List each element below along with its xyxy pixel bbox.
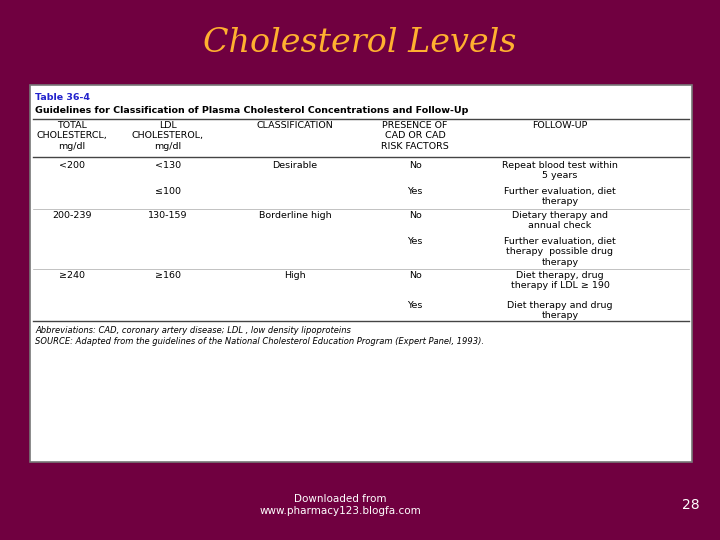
Text: CLASSIFICATION: CLASSIFICATION [256, 121, 333, 130]
Text: High: High [284, 271, 306, 280]
Text: No: No [409, 271, 421, 280]
Text: No: No [409, 161, 421, 170]
Text: Yes: Yes [408, 301, 423, 310]
Text: Further evaluation, diet
therapy  possible drug
therapy: Further evaluation, diet therapy possibl… [504, 237, 616, 267]
Text: Yes: Yes [408, 187, 423, 196]
Text: Desirable: Desirable [272, 161, 318, 170]
Text: <130: <130 [155, 161, 181, 170]
Text: FOLLOW-UP: FOLLOW-UP [532, 121, 588, 130]
Text: Repeat blood test within
5 years: Repeat blood test within 5 years [502, 161, 618, 180]
FancyBboxPatch shape [30, 85, 692, 462]
Text: Further evaluation, diet
therapy: Further evaluation, diet therapy [504, 187, 616, 206]
Text: PRESENCE OF
CAD OR CAD
RISK FACTORS: PRESENCE OF CAD OR CAD RISK FACTORS [381, 121, 449, 151]
Text: Borderline high: Borderline high [258, 211, 331, 220]
Text: Dietary therapy and
annual check: Dietary therapy and annual check [512, 211, 608, 231]
Text: LDL
CHOLESTEROL,
mg/dl: LDL CHOLESTEROL, mg/dl [132, 121, 204, 151]
Text: 130-159: 130-159 [148, 211, 188, 220]
Text: Diet therapy, drug
therapy if LDL ≥ 190: Diet therapy, drug therapy if LDL ≥ 190 [510, 271, 609, 291]
Text: Downloaded from
www.pharmacy123.blogfa.com: Downloaded from www.pharmacy123.blogfa.c… [259, 494, 421, 516]
Text: <200: <200 [59, 161, 85, 170]
Text: 28: 28 [683, 498, 700, 512]
Text: ≥240: ≥240 [59, 271, 85, 280]
Text: Guidelines for Classification of Plasma Cholesterol Concentrations and Follow-Up: Guidelines for Classification of Plasma … [35, 106, 469, 115]
Text: Table 36-4: Table 36-4 [35, 93, 90, 102]
Text: No: No [409, 211, 421, 220]
Text: Cholesterol Levels: Cholesterol Levels [203, 27, 517, 59]
Text: Abbreviations: CAD, coronary artery disease; LDL , low density lipoproteins: Abbreviations: CAD, coronary artery dise… [35, 326, 351, 335]
Text: Yes: Yes [408, 237, 423, 246]
Text: 200-239: 200-239 [53, 211, 91, 220]
Text: Diet therapy and drug
therapy: Diet therapy and drug therapy [508, 301, 613, 320]
Text: ≤100: ≤100 [155, 187, 181, 196]
Text: SOURCE: Adapted from the guidelines of the National Cholesterol Education Progra: SOURCE: Adapted from the guidelines of t… [35, 337, 484, 346]
Text: ≥160: ≥160 [155, 271, 181, 280]
Text: TOTAL
CHOLESTERCL,
mg/dl: TOTAL CHOLESTERCL, mg/dl [37, 121, 107, 151]
